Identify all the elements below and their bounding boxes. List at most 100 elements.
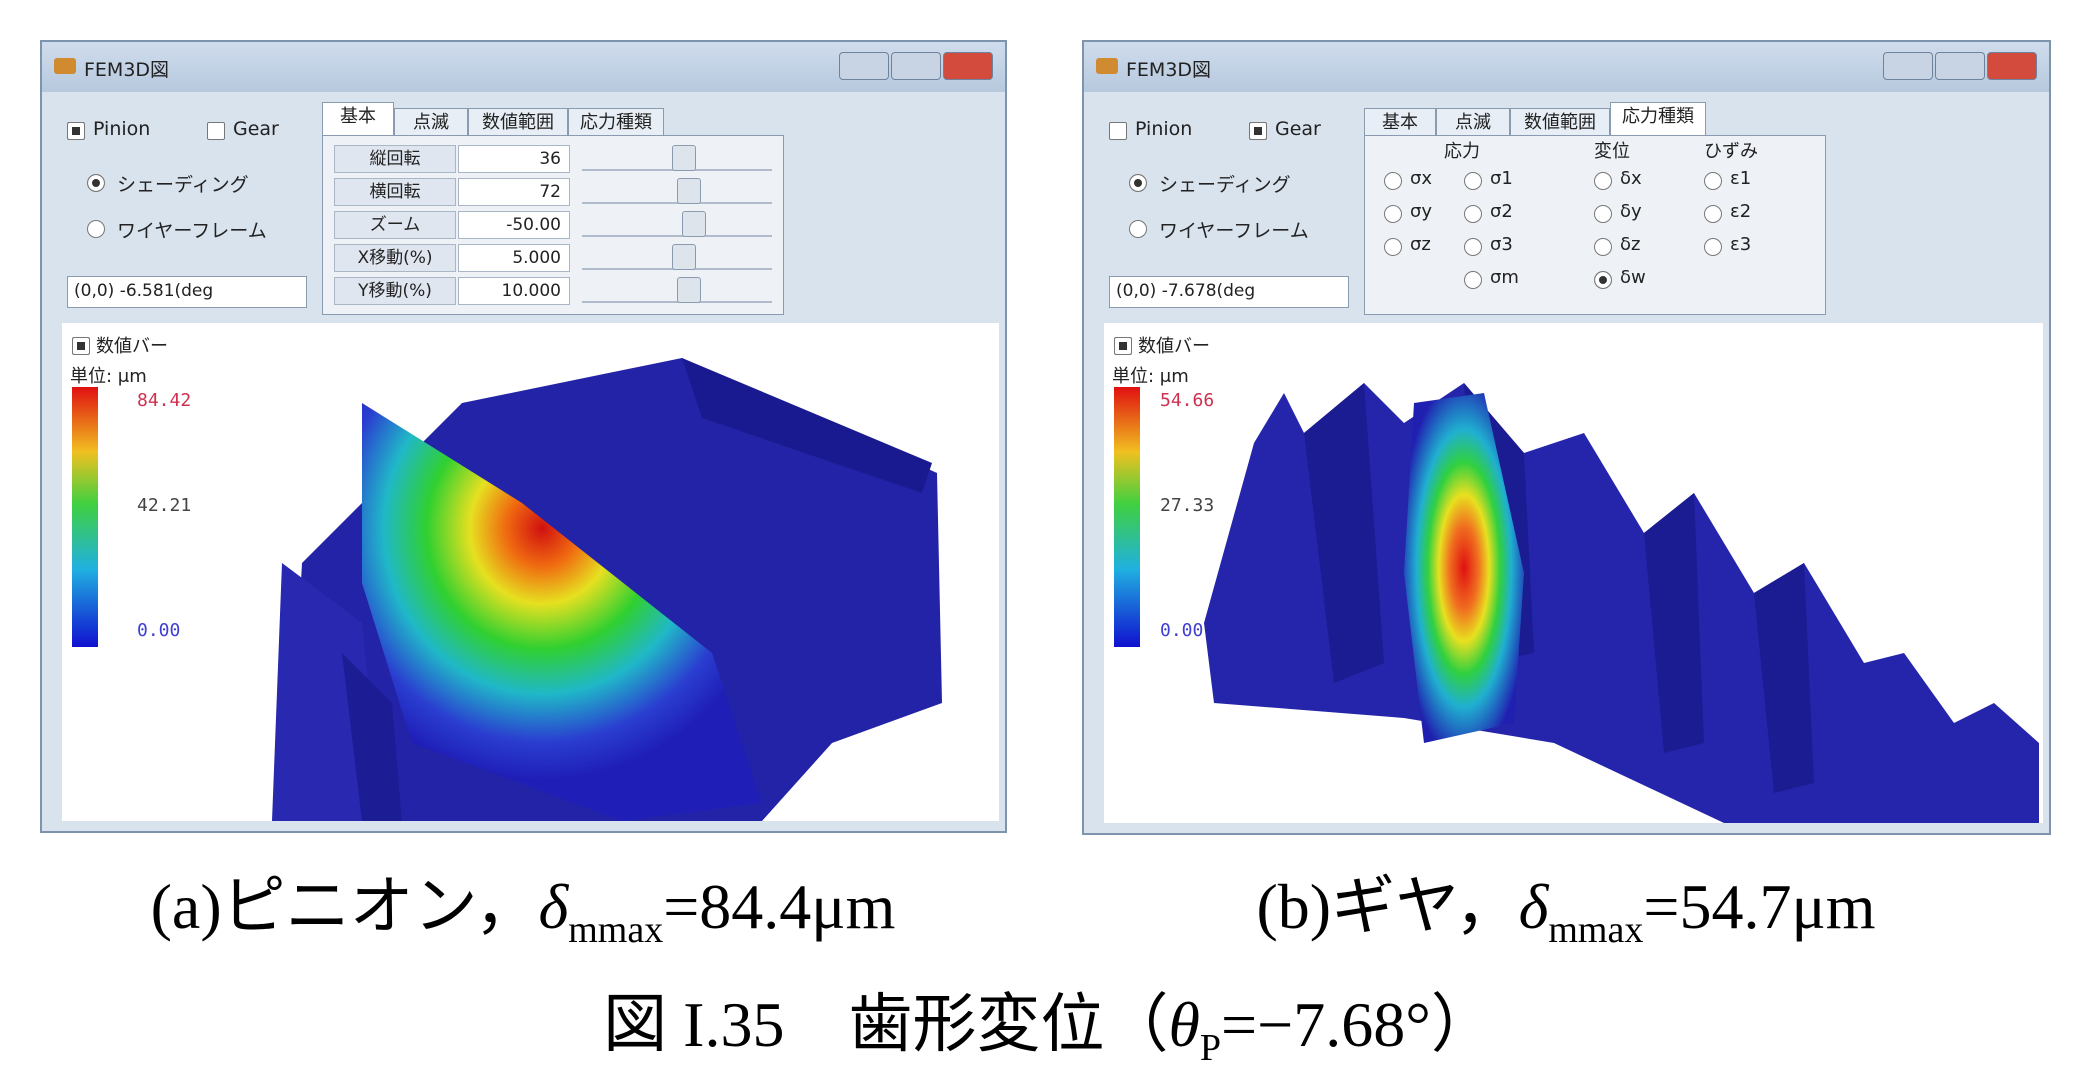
scale-label: 84.42 [137, 390, 192, 411]
param-label: Y移動(%) [334, 277, 456, 305]
caption: 図 I.35 歯形変位（θP=−7.68°） [603, 973, 1495, 1070]
scale-label: 0.00 [137, 620, 181, 641]
param-label: ズーム [334, 211, 456, 239]
slider-thumb [677, 178, 701, 204]
caption-part: 図 I.35 [603, 989, 785, 1060]
maximize-button [1935, 52, 1985, 80]
window-title: FEM3D図 [84, 59, 170, 81]
checkbox [72, 337, 90, 355]
dropdown: (0,0) -7.678(deg [1109, 276, 1349, 308]
option-label: σ2 [1490, 201, 1513, 222]
option-label: δy [1620, 201, 1642, 222]
radio [1464, 238, 1482, 256]
checkbox-label: Pinion [93, 118, 151, 140]
radio [1704, 205, 1722, 223]
scale-label: 42.21 [137, 495, 192, 516]
slider-thumb [672, 145, 696, 171]
caption-part: δ [538, 871, 569, 942]
checkbox [67, 122, 85, 140]
window-title: FEM3D図 [1126, 59, 1212, 81]
option-label: σy [1410, 201, 1433, 222]
close-button [1987, 52, 2037, 80]
checkbox-label: Gear [233, 118, 279, 140]
param-value: 5.000 [458, 244, 570, 272]
checkbox-label: Pinion [1135, 118, 1193, 140]
checkbox [1249, 122, 1267, 140]
checkbox-label: Gear [1275, 118, 1321, 140]
option-label: σ1 [1490, 168, 1513, 189]
scale-label: 0.00 [1160, 620, 1204, 641]
tab[interactable]: 応力種類 [1610, 102, 1706, 136]
caption: (a)ピニオン，δmmax=84.4μm [151, 855, 896, 952]
option-label: δx [1620, 168, 1642, 189]
param-value: 36 [458, 145, 570, 173]
window: FEM3D図 Pinion Gear シェーディング ワイヤーフレーム (0,0) -7.… [1082, 40, 2051, 835]
radio-label: シェーディング [1159, 174, 1291, 196]
group-title: 応力 [1444, 141, 1480, 162]
param-value: -50.00 [458, 211, 570, 239]
tab[interactable]: 基本 [1364, 108, 1436, 136]
checkbox [1109, 122, 1127, 140]
radio [1384, 172, 1402, 190]
radio [1704, 172, 1722, 190]
caption-part: (b)ギヤ， [1256, 871, 1519, 942]
caption-part: =54.7μm [1643, 871, 1876, 942]
radio-label: シェーディング [117, 174, 249, 196]
checkbox [207, 122, 225, 140]
checkbox [1114, 337, 1132, 355]
caption-part: (a)ピニオン， [150, 871, 539, 942]
slider-thumb [677, 277, 701, 303]
dropdown: (0,0) -6.581(deg [67, 276, 307, 308]
tab[interactable]: 基本 [322, 102, 394, 136]
group-title: ひずみ [1704, 141, 1758, 162]
scale-label: 27.33 [1160, 495, 1215, 516]
caption-part: mmax [1548, 908, 1644, 951]
tab[interactable]: 点滅 [394, 108, 468, 136]
minimize-button [1883, 52, 1933, 80]
tab[interactable]: 応力種類 [568, 108, 664, 136]
option-label: σm [1490, 267, 1519, 288]
tab[interactable]: 点滅 [1436, 108, 1510, 136]
close-button [943, 52, 993, 80]
slider-thumb [672, 244, 696, 270]
caption-part: =84.4μm [663, 871, 896, 942]
option-label: σ3 [1490, 234, 1513, 255]
slider[interactable] [582, 215, 772, 237]
option-label: ε3 [1730, 234, 1752, 255]
caption-part: =−7.68°） [1221, 989, 1495, 1060]
group-title: 変位 [1594, 141, 1630, 162]
unit-label: 単位: μm [70, 366, 147, 387]
radio [1129, 220, 1147, 238]
radio [1594, 172, 1612, 190]
radio [1464, 271, 1482, 289]
caption-part: 歯形変位（ [848, 989, 1169, 1060]
tab[interactable]: 数値範囲 [1510, 108, 1610, 136]
radio [87, 174, 105, 192]
radio-label: ワイヤーフレーム [1159, 220, 1309, 242]
radio [1594, 238, 1612, 256]
option-label: ε2 [1730, 201, 1752, 222]
unit-label: 単位: μm [1112, 366, 1189, 387]
scale-label: 54.66 [1160, 390, 1215, 411]
window-icon [54, 58, 76, 74]
caption-part: δ [1518, 871, 1549, 942]
radio [1464, 172, 1482, 190]
tab[interactable]: 数値範囲 [468, 108, 568, 136]
param-value: 10.000 [458, 277, 570, 305]
param-value: 72 [458, 178, 570, 206]
option-label: δw [1620, 267, 1646, 288]
option-label: δz [1620, 234, 1641, 255]
radio [1704, 238, 1722, 256]
caption-part: θ [1168, 989, 1200, 1060]
param-label: X移動(%) [334, 244, 456, 272]
window-icon [1096, 58, 1118, 74]
value-bar-label: 数値バー [1138, 336, 1210, 357]
option-label: ε1 [1730, 168, 1752, 189]
param-label: 縦回転 [334, 145, 456, 173]
param-label: 横回転 [334, 178, 456, 206]
viewport [1104, 323, 2043, 823]
radio [1384, 205, 1402, 223]
window: FEM3D図 Pinion Gear シェーディング ワイヤーフレーム (0,0) -6.… [40, 40, 1007, 833]
value-bar-label: 数値バー [96, 336, 168, 357]
